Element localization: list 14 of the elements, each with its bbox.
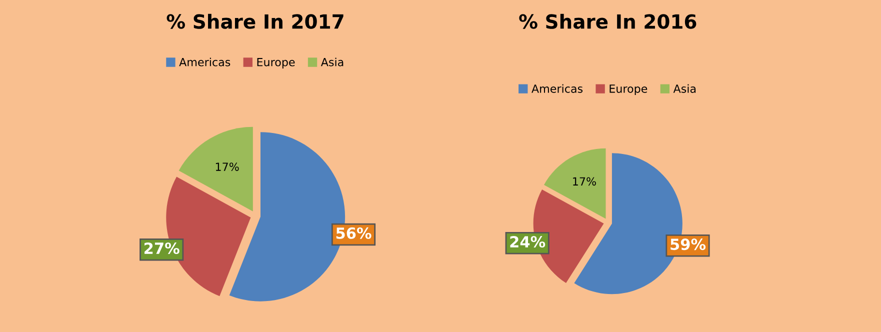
legend-label: Europe [610, 84, 648, 96]
legend-label: Asia [320, 58, 344, 66]
data-label: 17% [573, 177, 596, 186]
data-label: 56% [336, 227, 372, 239]
data-label: 24% [510, 236, 546, 248]
chart-title: % Share In 2017 [166, 14, 344, 29]
data-label: 17% [216, 162, 239, 171]
legend-label: Asia [673, 84, 696, 93]
legend-label: Americas [532, 84, 583, 93]
chart-title: % Share In 2016 [519, 14, 696, 29]
legend-label: Europe [257, 58, 295, 68]
data-label: 27% [144, 242, 180, 254]
legend-label: Americas [179, 58, 230, 66]
data-label: 59% [670, 238, 706, 250]
